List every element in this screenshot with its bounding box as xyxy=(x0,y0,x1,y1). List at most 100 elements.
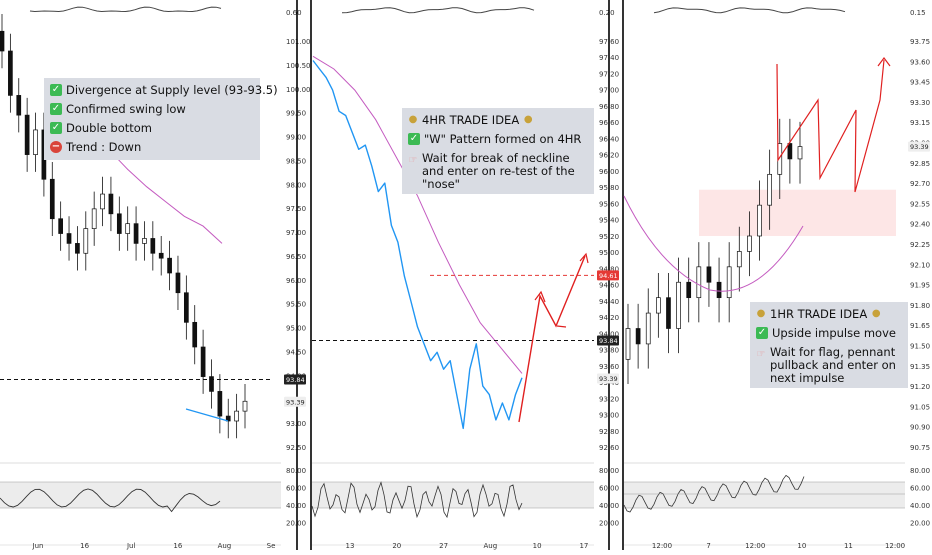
y-tick-label: 93.75 xyxy=(910,38,930,46)
candle-body xyxy=(142,238,147,244)
rsi-tick-label: 60.00 xyxy=(910,485,930,493)
x-tick-label: Aug xyxy=(218,542,232,550)
price-tag xyxy=(597,373,619,384)
note-row: ✓ Confirmed swing low xyxy=(50,100,254,119)
candle-body xyxy=(158,252,164,259)
x-tick-label: Aug xyxy=(484,542,498,550)
bulb-icon: ● xyxy=(408,114,418,125)
chart-panel-2 xyxy=(624,7,905,546)
top-axis-tick: 0.15 xyxy=(910,9,926,17)
x-tick-label: 16 xyxy=(173,542,182,550)
x-tick-label: 16 xyxy=(80,542,89,550)
note-text: "W" Pattern formed on 4HR xyxy=(424,132,582,146)
x-tick-label: 13 xyxy=(346,542,355,550)
candle-body xyxy=(150,238,156,254)
x-tick-label: 12:00 xyxy=(885,542,905,550)
candle-body xyxy=(726,266,732,299)
check-icon: ✓ xyxy=(408,133,420,145)
price-tag-label: 94.61 xyxy=(599,272,618,280)
x-tick-label: 10 xyxy=(797,542,806,550)
y-tick-label: 92.10 xyxy=(910,261,930,269)
y-tick-label: 96.00 xyxy=(286,277,306,285)
bulb-icon: ● xyxy=(756,308,766,319)
price-tag-label: 93.39 xyxy=(599,375,618,383)
y-tick-label: 91.35 xyxy=(910,363,930,371)
y-tick-label: 92.50 xyxy=(286,444,306,452)
y-tick-label: 91.65 xyxy=(910,322,930,330)
candle-body xyxy=(787,143,793,160)
rsi-band xyxy=(624,482,905,508)
pointing-hand-icon: ☞ xyxy=(756,349,766,360)
note-row: ✓ "W" Pattern formed on 4HR xyxy=(408,130,588,149)
1hr-trade-notes: ● 1HR TRADE IDEA ● ✓ Upside impulse move ☞ W… xyxy=(750,302,908,388)
candle-body xyxy=(686,281,692,299)
price-tag xyxy=(908,141,930,152)
top-axis-tick: 0.60 xyxy=(286,9,302,17)
sub-indicator-line xyxy=(29,6,222,13)
y-tick-label: 92.55 xyxy=(910,200,930,208)
y-tick-label: 100.00 xyxy=(286,86,311,94)
check-icon: ✓ xyxy=(50,84,62,96)
y-tick-label: 93.00 xyxy=(286,420,306,428)
sub-indicator-line xyxy=(341,7,535,14)
y-tick-label: 99.50 xyxy=(286,110,306,118)
x-tick-label: 7 xyxy=(706,542,710,550)
candle-body xyxy=(797,146,803,160)
y-tick-label: 100.50 xyxy=(286,62,311,70)
candle-body xyxy=(24,114,30,155)
y-tick-label: 101.00 xyxy=(286,38,311,46)
rsi-band xyxy=(0,482,281,508)
candle-body xyxy=(706,266,712,283)
y-tick-label: 99.00 xyxy=(286,134,306,142)
x-tick-label: 12:00 xyxy=(652,542,672,550)
check-icon: ✓ xyxy=(50,122,62,134)
projection-path xyxy=(776,59,885,193)
price-tag-label: 93.84 xyxy=(286,376,305,384)
candle-body xyxy=(242,400,248,412)
y-tick-label: 98.50 xyxy=(286,157,306,165)
rsi-tick-label: 60.00 xyxy=(286,485,306,493)
note-text: Wait for break of neckline and enter on … xyxy=(422,151,575,191)
price-tag-label: 93.39 xyxy=(910,143,929,151)
note-title: 1HR TRADE IDEA xyxy=(770,307,868,321)
candle-body xyxy=(125,223,131,234)
candle-body xyxy=(696,266,702,299)
y-tick-label: 90.90 xyxy=(910,424,930,432)
note-text: Upside impulse move xyxy=(772,326,896,340)
candle-body xyxy=(645,312,651,345)
rsi-tick-label: 80.00 xyxy=(910,467,930,475)
candle-body xyxy=(16,95,22,116)
sma-line xyxy=(623,195,804,292)
note-text: Double bottom xyxy=(66,121,152,135)
candle-body xyxy=(133,223,139,244)
rsi-tick-label: 80.00 xyxy=(286,467,306,475)
candle-body xyxy=(8,50,13,96)
y-tick-label: 97.00 xyxy=(286,229,306,237)
x-tick-label: Jul xyxy=(126,542,136,550)
projection-arrow-head xyxy=(579,252,589,264)
candle-body xyxy=(234,410,239,422)
note-text: Divergence at Supply level (93-93.5) xyxy=(66,83,278,97)
y-tick-label: 92.25 xyxy=(910,241,930,249)
x-tick-label: 17 xyxy=(579,542,588,550)
candle-body xyxy=(49,178,55,220)
y-tick-label: 97.50 xyxy=(286,205,306,213)
y-tick-label: 91.20 xyxy=(910,383,930,391)
check-icon: ✓ xyxy=(756,327,768,339)
y-tick-label: 93.60 xyxy=(910,58,930,66)
candle-body xyxy=(116,213,122,234)
y-tick-label: 91.80 xyxy=(910,302,930,310)
supply-demand-zone xyxy=(699,189,896,236)
candle-body xyxy=(91,208,97,229)
price-tag xyxy=(284,374,306,385)
y-tick-label: 95.50 xyxy=(286,301,306,309)
rsi-tick-label: 40.00 xyxy=(286,502,306,510)
y-tick-label: 91.95 xyxy=(910,282,930,290)
x-tick-label: 12:00 xyxy=(745,542,765,550)
note-row: ● 4HR TRADE IDEA ● xyxy=(408,111,588,130)
bulb-icon: ● xyxy=(871,308,881,319)
y-tick-label: 90.75 xyxy=(910,444,930,452)
note-row: ✓ Divergence at Supply level (93-93.5) xyxy=(50,81,278,100)
candle-body xyxy=(167,257,172,274)
x-tick-label: 20 xyxy=(392,542,401,550)
